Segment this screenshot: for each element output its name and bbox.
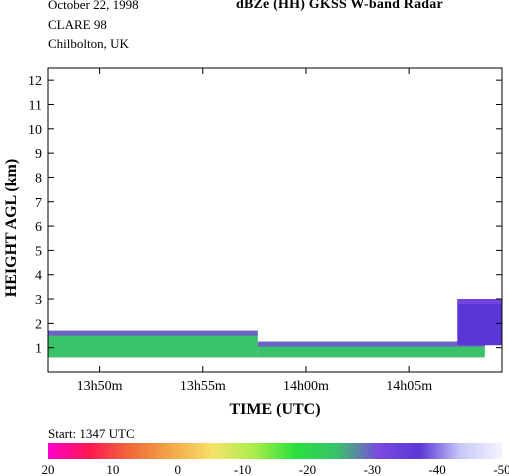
colorbar-tick-label: -50 xyxy=(493,462,509,476)
echo-layer-edge xyxy=(257,341,485,347)
y-tick-label: 8 xyxy=(35,171,42,186)
y-tick-label: 2 xyxy=(35,317,42,332)
x-tick-label: 13h50m xyxy=(77,379,123,394)
y-tick-label: 7 xyxy=(35,196,42,211)
colorbar-tick-label: -20 xyxy=(299,462,316,476)
colorbar-tick-label: 20 xyxy=(42,462,55,476)
y-tick-label: 11 xyxy=(29,98,42,113)
colorbar-tick-label: -30 xyxy=(364,462,381,476)
header-campaign: CLARE 98 xyxy=(48,17,107,32)
colorbar xyxy=(48,443,502,459)
x-tick-label: 14h00m xyxy=(283,379,329,394)
x-tick-label: 13h55m xyxy=(180,379,226,394)
colorbar-tick-label: 0 xyxy=(174,462,181,476)
colorbar-tick-label: -10 xyxy=(234,462,251,476)
y-tick-label: 1 xyxy=(35,342,42,357)
echo-layer xyxy=(457,299,502,346)
echo-layer-edge xyxy=(48,330,258,336)
header-site: Chilbolton, UK xyxy=(48,36,129,51)
x-axis-label: TIME (UTC) xyxy=(229,401,320,418)
x-axis: 13h50m 13h55m 14h00m 14h05m xyxy=(77,68,432,394)
y-tick-label: 3 xyxy=(35,293,42,308)
y-tick-label: 12 xyxy=(28,74,42,89)
y-tick-label: 10 xyxy=(28,123,42,138)
y-tick-label: 4 xyxy=(35,269,42,284)
colorbar-tick-label: -40 xyxy=(428,462,445,476)
header-date: October 22, 1998 xyxy=(48,0,139,12)
header-product-title: dBZe (HH) GKSS W-band Radar xyxy=(236,0,443,12)
colorbar-tick-label: 10 xyxy=(106,462,119,476)
x-tick-label: 14h05m xyxy=(386,379,432,394)
start-time-label: Start: 1347 UTC xyxy=(48,426,135,441)
y-tick-label: 9 xyxy=(35,147,42,162)
colorbar-ticks: 20 10 0 -10 -20 -30 -40 -50 xyxy=(42,462,509,476)
plot-frame xyxy=(47,67,503,373)
y-tick-label: 5 xyxy=(35,244,42,259)
y-tick-label: 6 xyxy=(35,220,42,235)
echo-layers xyxy=(48,299,502,358)
echo-layer-edge xyxy=(457,299,502,305)
y-axis-label: HEIGHT AGL (km) xyxy=(3,159,20,297)
